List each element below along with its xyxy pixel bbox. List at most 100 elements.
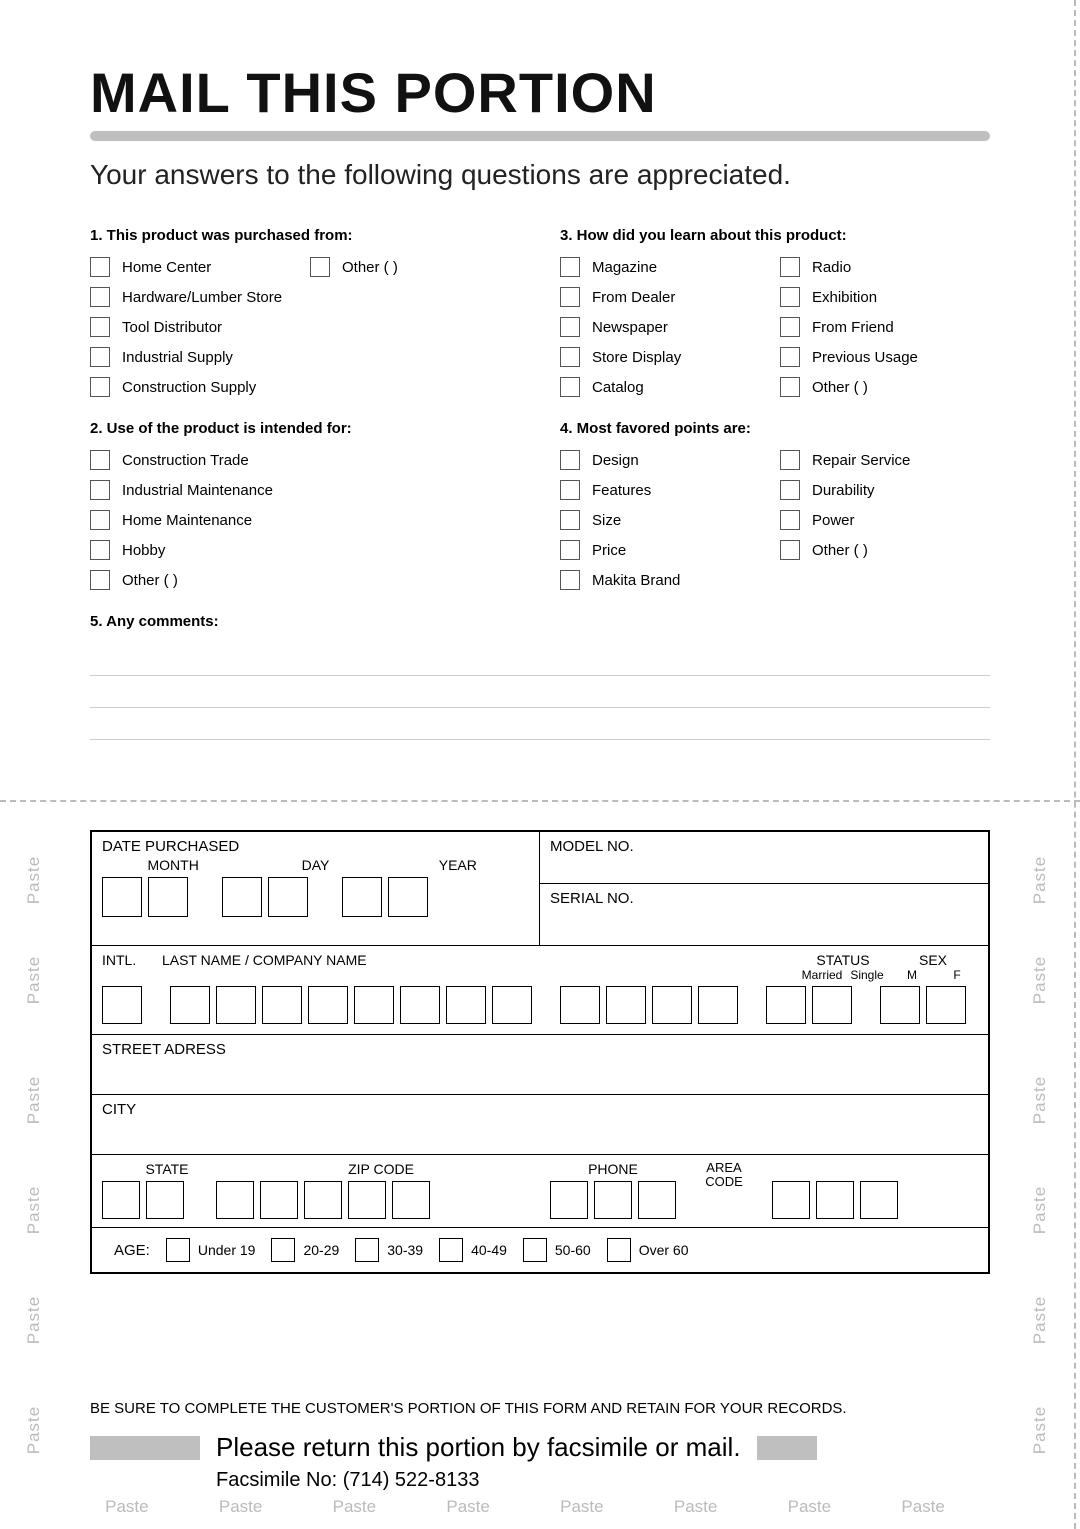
city-row[interactable]: CITY (92, 1094, 988, 1154)
opt-label: Newspaper (592, 319, 668, 336)
age-option: 40-49 (471, 1242, 507, 1258)
opt-label: Radio (812, 259, 851, 276)
checkbox[interactable] (271, 1238, 295, 1262)
checkbox[interactable] (355, 1238, 379, 1262)
paste-label: Paste (24, 1296, 44, 1344)
opt-label: Store Display (592, 349, 681, 366)
age-option: 20-29 (303, 1242, 339, 1258)
phone-boxes[interactable] (550, 1181, 676, 1219)
divider-bar (90, 131, 990, 141)
city-label: CITY (102, 1101, 136, 1118)
checkbox[interactable] (780, 257, 800, 277)
checkbox[interactable] (780, 540, 800, 560)
opt-label: Design (592, 452, 639, 469)
paste-label: Paste (24, 856, 44, 904)
checkbox[interactable] (780, 317, 800, 337)
paste-label: Paste (1030, 1406, 1050, 1454)
street-row[interactable]: STREET ADRESS (92, 1034, 988, 1094)
checkbox[interactable] (560, 450, 580, 470)
paste-row-bottom: Paste Paste Paste Paste Paste Paste Past… (0, 1497, 1080, 1517)
checkbox[interactable] (90, 257, 110, 277)
model-no-label: MODEL NO. (540, 832, 988, 857)
cut-line-mid (0, 800, 1080, 802)
checkbox[interactable] (90, 540, 110, 560)
paste-label: Paste (24, 1186, 44, 1234)
checkbox[interactable] (310, 257, 330, 277)
checkbox[interactable] (90, 287, 110, 307)
q1-options: Home Center Hardware/Lumber Store Tool D… (90, 252, 520, 402)
checkbox[interactable] (607, 1238, 631, 1262)
checkbox[interactable] (780, 480, 800, 500)
day-label: DAY (244, 857, 386, 873)
opt-label: Industrial Supply (122, 349, 233, 366)
paste-label: Paste (105, 1497, 148, 1517)
opt-label: Hardware/Lumber Store (122, 289, 282, 306)
state-zip-phone-row: STATE ZIP CODE PHONE AREA CODE (92, 1154, 988, 1227)
checkbox[interactable] (560, 287, 580, 307)
checkbox[interactable] (780, 450, 800, 470)
opt-label: Other ( ) (122, 572, 178, 589)
opt-label: Catalog (592, 379, 644, 396)
subtitle: Your answers to the following questions … (90, 159, 990, 191)
age-row: AGE: Under 19 20-29 30-39 40-49 50-60 Ov… (92, 1227, 988, 1272)
sex-label: SEX (888, 952, 978, 968)
opt-label: Exhibition (812, 289, 877, 306)
opt-label: Tool Distributor (122, 319, 222, 336)
checkbox[interactable] (523, 1238, 547, 1262)
paste-label: Paste (1030, 1296, 1050, 1344)
opt-label: Size (592, 512, 621, 529)
checkbox[interactable] (90, 510, 110, 530)
checkbox[interactable] (780, 510, 800, 530)
single-label: Single (846, 968, 888, 982)
opt-label: Magazine (592, 259, 657, 276)
date-boxes[interactable] (92, 873, 539, 927)
return-block: Please return this portion by facsimile … (90, 1432, 990, 1492)
checkbox[interactable] (90, 450, 110, 470)
checkbox[interactable] (90, 570, 110, 590)
checkbox[interactable] (780, 347, 800, 367)
checkbox[interactable] (90, 317, 110, 337)
q4-options: Design Features Size Price Makita Brand … (560, 445, 990, 595)
age-option: 50-60 (555, 1242, 591, 1258)
m-label: M (888, 968, 936, 982)
paste-label: Paste (446, 1497, 489, 1517)
checkbox[interactable] (560, 317, 580, 337)
checkbox[interactable] (439, 1238, 463, 1262)
checkbox[interactable] (90, 377, 110, 397)
checkbox[interactable] (560, 480, 580, 500)
checkbox[interactable] (560, 347, 580, 367)
paste-label: Paste (24, 1406, 44, 1454)
checkbox[interactable] (780, 287, 800, 307)
state-zip-boxes[interactable] (102, 1181, 530, 1219)
checkbox[interactable] (560, 570, 580, 590)
opt-label: From Dealer (592, 289, 675, 306)
q5-head: 5. Any comments: (90, 613, 990, 630)
paste-label: Paste (1030, 856, 1050, 904)
name-boxes[interactable] (92, 982, 988, 1034)
paste-label: Paste (24, 956, 44, 1004)
comment-lines[interactable] (90, 644, 990, 740)
paste-label: Paste (219, 1497, 262, 1517)
checkbox[interactable] (780, 377, 800, 397)
checkbox[interactable] (560, 257, 580, 277)
checkbox[interactable] (560, 377, 580, 397)
qcol-left: 1. This product was purchased from: Home… (90, 217, 520, 595)
opt-label: Durability (812, 482, 875, 499)
return-text: Please return this portion by facsimile … (216, 1432, 741, 1463)
phone-label: PHONE (550, 1161, 676, 1177)
checkbox[interactable] (166, 1238, 190, 1262)
checkbox[interactable] (90, 480, 110, 500)
checkbox[interactable] (90, 347, 110, 367)
date-purchased-label: DATE PURCHASED (92, 832, 539, 857)
opt-label: Construction Supply (122, 379, 256, 396)
state-label: STATE (102, 1161, 232, 1177)
opt-label: Repair Service (812, 452, 910, 469)
f-label: F (936, 968, 978, 982)
paste-label: Paste (560, 1497, 603, 1517)
area-code-boxes[interactable] (772, 1181, 898, 1219)
opt-label: Other ( ) (812, 542, 868, 559)
checkbox[interactable] (560, 510, 580, 530)
q4-head: 4. Most favored points are: (560, 420, 990, 437)
checkbox[interactable] (560, 540, 580, 560)
status-label: STATUS (798, 952, 888, 968)
